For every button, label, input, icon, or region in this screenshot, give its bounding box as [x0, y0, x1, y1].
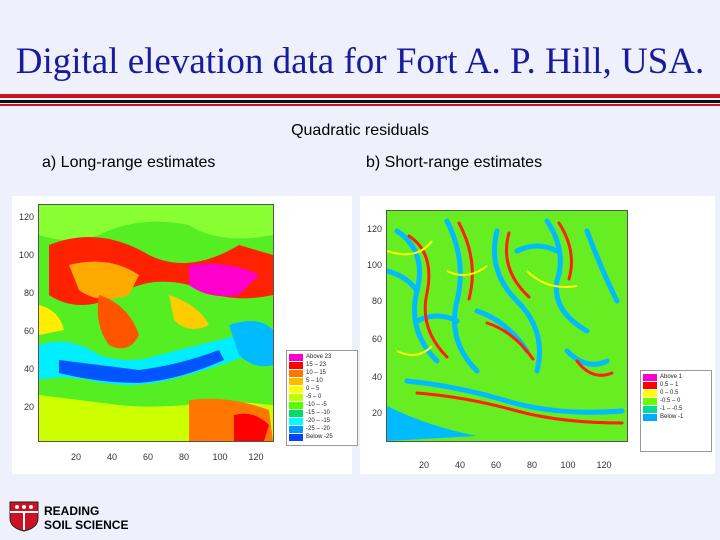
panel-a-label: a) Long-range estimates: [42, 154, 216, 171]
panel-a-ytick: 60: [23, 326, 34, 336]
legend-entry: -0.5 – 0: [641, 397, 711, 405]
legend-range-label: 10 – 15: [306, 370, 327, 376]
legend-swatch: [289, 385, 303, 393]
university-crest-icon: [9, 501, 39, 532]
legend-range-label: -20 – -15: [306, 418, 331, 424]
panel-a-xtick: 120: [248, 452, 264, 462]
legend-swatch: [289, 433, 303, 441]
panel-b-xtick: 120: [596, 460, 612, 470]
legend-range-label: 5 – 10: [306, 378, 323, 384]
panel-a-xtick: 20: [70, 452, 81, 462]
legend-range-label: -25 – -20: [306, 426, 331, 432]
legend-swatch: [643, 413, 657, 421]
legend-swatch: [643, 397, 657, 405]
panel-a-xtick: 60: [142, 452, 153, 462]
legend-swatch: [643, 405, 657, 413]
panel-b-legend: Above 1 0.5 – 1 0 – 0.5 -0.5 – 0 -1 – -0.5 Be…: [640, 370, 712, 452]
title-rule-red-top: [0, 94, 720, 98]
panel-b-ytick: 120: [366, 224, 382, 234]
panel-a-xtick: 80: [178, 452, 189, 462]
panel-b-xtick: 80: [526, 460, 537, 470]
panel-b-xtick: 20: [418, 460, 429, 470]
legend-range-label: -15 – -10: [306, 410, 331, 416]
legend-swatch: [643, 373, 657, 381]
legend-entry: Above 23: [287, 353, 357, 361]
legend-range-label: Above 23: [306, 354, 332, 360]
legend-range-label: 0 – 0.5: [660, 390, 679, 396]
panel-a-xtick: 100: [212, 452, 228, 462]
legend-swatch: [289, 401, 303, 409]
title-rule-black: [0, 100, 720, 103]
legend-entry: Below -25: [287, 433, 357, 441]
legend-range-label: Below -1: [660, 414, 684, 420]
panel-b-ytick: 60: [371, 334, 382, 344]
legend-swatch: [289, 393, 303, 401]
legend-swatch: [289, 353, 303, 361]
legend-entry: 10 – 15: [287, 369, 357, 377]
legend-range-label: 0 – 5: [306, 386, 320, 392]
legend-entry: -15 – -10: [287, 409, 357, 417]
panel-b-label: b) Short-range estimates: [366, 154, 543, 171]
legend-entry: 0 – 0.5: [641, 389, 711, 397]
legend-swatch: [289, 425, 303, 433]
title-rule-red-bottom: [0, 104, 720, 106]
panel-b-xtick: 60: [490, 460, 501, 470]
legend-range-label: -1 – -0.5: [660, 406, 683, 412]
legend-range-label: 15 – 23: [306, 362, 327, 368]
legend-entry: 0 – 5: [287, 385, 357, 393]
legend-range-label: -0.5 – 0: [660, 398, 681, 404]
legend-swatch: [289, 409, 303, 417]
panel-a-ytick: 100: [18, 250, 34, 260]
legend-swatch: [643, 381, 657, 389]
legend-entry: -1 – -0.5: [641, 405, 711, 413]
legend-range-label: -5 – 0: [306, 394, 322, 400]
panel-b-plot: 120 100 80 60 40 20 20 40 60 80 100 120 …: [360, 196, 715, 474]
legend-entry: 0.5 – 1: [641, 381, 711, 389]
logo-line2: SOIL SCIENCE: [44, 518, 129, 532]
panel-b-ytick: 40: [371, 372, 382, 382]
legend-entry: -5 – 0: [287, 393, 357, 401]
legend-entry: Above 1: [641, 373, 711, 381]
legend-swatch: [289, 361, 303, 369]
panel-a-ytick: 20: [23, 402, 34, 412]
legend-entry: 5 – 10: [287, 377, 357, 385]
legend-swatch: [289, 369, 303, 377]
panel-b-xtick: 40: [454, 460, 465, 470]
legend-swatch: [643, 389, 657, 397]
panel-b-ytick: 100: [366, 260, 382, 270]
panel-b-ytick: 80: [371, 296, 382, 306]
legend-entry: -25 – -20: [287, 425, 357, 433]
panel-a-plot: 120 100 80 60 40 20 20 40 60 80 100 120 …: [12, 196, 358, 474]
legend-entry: -10 – -5: [287, 401, 357, 409]
legend-swatch: [289, 417, 303, 425]
figure-subtitle: Quadratic residuals: [291, 122, 429, 139]
legend-entry: Below -1: [641, 413, 711, 421]
panel-a-ytick: 80: [23, 288, 34, 298]
logo-line1: READING: [44, 504, 100, 518]
panel-a-ytick: 120: [18, 212, 34, 222]
panel-a-legend: Above 23 15 – 23 10 – 15 5 – 10 0 – 5 -5 – 0 -…: [286, 350, 358, 446]
long-range-residual-map: [38, 204, 274, 442]
legend-entry: 15 – 23: [287, 361, 357, 369]
short-range-residual-map: [386, 210, 628, 442]
legend-range-label: Above 1: [660, 374, 683, 380]
panel-b-ytick: 20: [371, 408, 382, 418]
logo-wordmark: READING SOIL SCIENCE: [44, 504, 128, 532]
legend-range-label: -10 – -5: [306, 402, 327, 408]
panel-b-xtick: 100: [560, 460, 576, 470]
legend-range-label: 0.5 – 1: [660, 382, 679, 388]
legend-range-label: Below -25: [306, 434, 333, 440]
panel-a-xtick: 40: [106, 452, 117, 462]
panel-a-ytick: 40: [23, 364, 34, 374]
legend-entry: -20 – -15: [287, 417, 357, 425]
page-title: Digital elevation data for Fort A. P. Hi…: [15, 41, 705, 82]
legend-swatch: [289, 377, 303, 385]
